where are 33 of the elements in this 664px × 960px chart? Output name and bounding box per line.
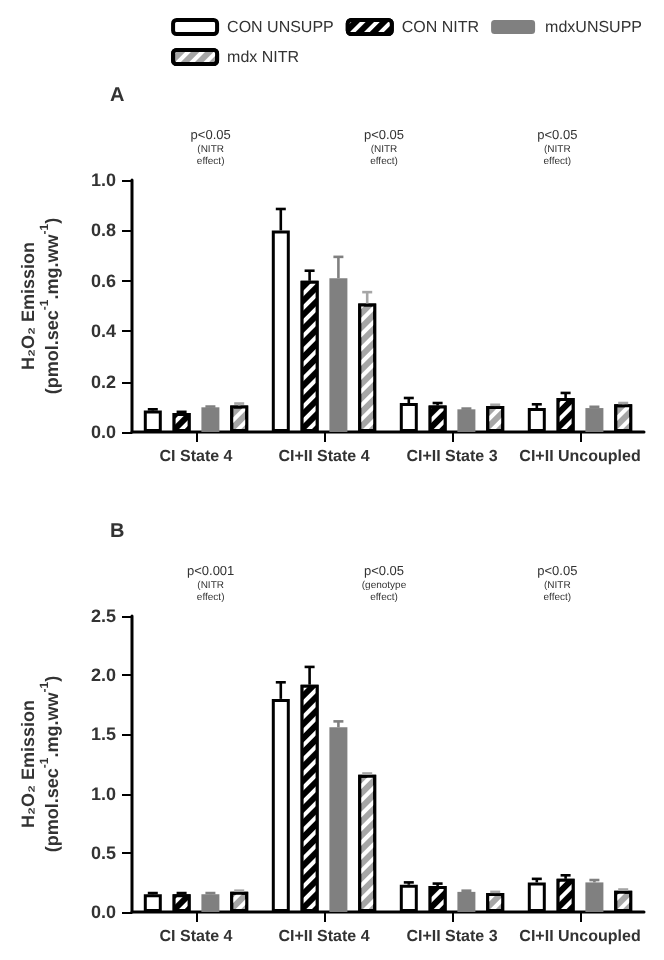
y-tick-label: 0.2 — [90, 371, 116, 392]
y-tick-label: 0.4 — [90, 321, 116, 342]
x-tick-label: CI+II State 4 — [278, 927, 371, 945]
bar — [585, 408, 604, 432]
y-tick-label: 0.6 — [90, 270, 116, 291]
y-tick-label: 0.8 — [90, 220, 116, 241]
y-tick-label: 1.0 — [90, 783, 116, 804]
legend-label: mdxUNSUPP — [545, 18, 642, 36]
x-tick-label: CI+II State 3 — [406, 927, 499, 945]
y-tick-label: 2.5 — [90, 606, 116, 626]
y-tick-label: 0.0 — [90, 902, 116, 922]
bar — [329, 727, 348, 912]
y-tick-label: 1.0 — [90, 170, 116, 190]
x-tick-label: CI+II Uncoupled — [519, 447, 641, 465]
bar — [457, 891, 476, 912]
x-tick-label: CI+II Uncoupled — [519, 927, 641, 945]
legend-label: mdx NITR — [227, 48, 300, 66]
x-tick-label: CI State 4 — [159, 447, 234, 465]
chart-title: B — [110, 521, 125, 543]
y-tick-label: 0.5 — [90, 842, 116, 863]
y-tick-label: 0.0 — [90, 422, 116, 442]
legend-label: CON NITR — [401, 18, 480, 36]
chart-title: A — [110, 85, 125, 107]
bar — [201, 894, 220, 912]
bar — [201, 407, 220, 432]
x-tick-label: CI+II State 3 — [406, 447, 499, 465]
x-tick-label: CI State 4 — [159, 927, 234, 945]
bar — [585, 882, 604, 912]
legend-label: CON UNSUPP — [227, 18, 334, 36]
x-tick-label: CI+II State 4 — [278, 447, 371, 465]
bar — [457, 409, 476, 432]
y-tick-label: 1.5 — [90, 724, 116, 745]
y-tick-label: 2.0 — [90, 665, 116, 686]
